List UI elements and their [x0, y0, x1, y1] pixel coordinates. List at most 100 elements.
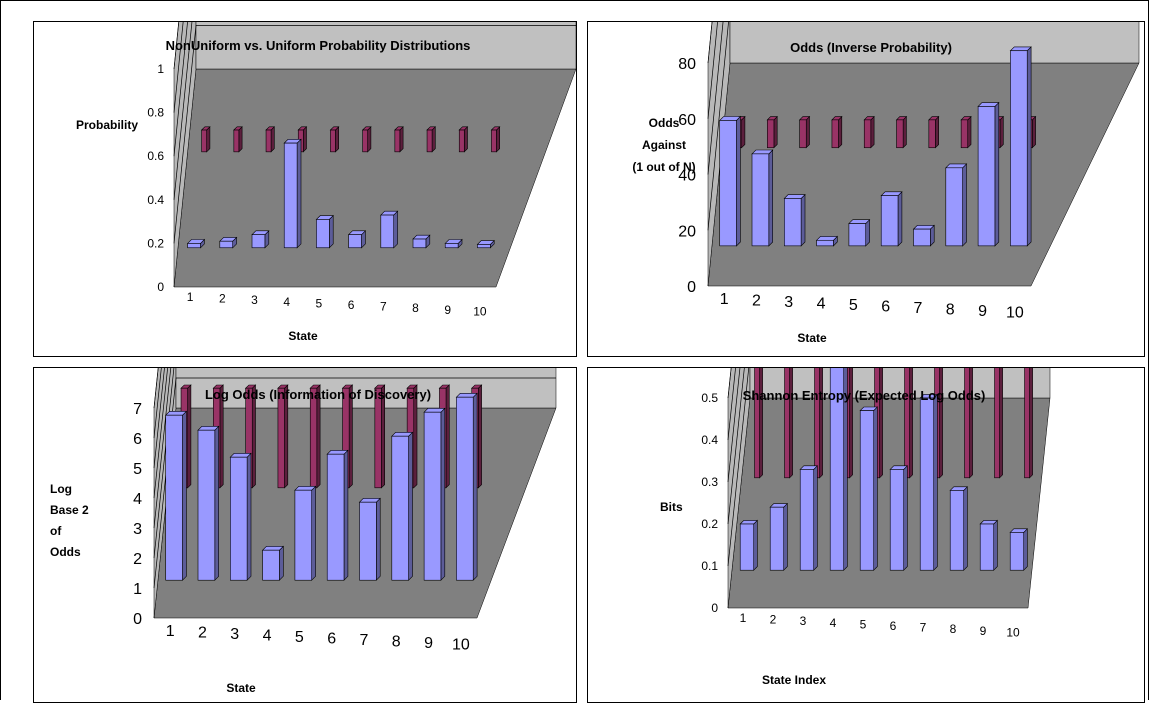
- chart-4-title: Shannon Entropy (Expected Log Odds): [743, 388, 986, 403]
- chart-2-bar-series1-10: [1009, 46, 1032, 247]
- chart-2-y-axis-label: Against: [642, 138, 686, 152]
- chart-1-bar-series1-7: [380, 210, 399, 249]
- chart-4-y-tick-label: 0.4: [701, 433, 718, 447]
- chart-1-x-tick-label: 5: [316, 296, 323, 310]
- chart-1-bar-series1-4: [283, 138, 302, 249]
- chart-1-bar-series1-4-front: [283, 142, 298, 249]
- chart-4-bar-series1-6: [889, 465, 909, 571]
- chart-3-bar-series1-3-front: [230, 456, 248, 581]
- chart-1-gridline: [173, 22, 193, 200]
- chart-1-y-tick-label: 0.6: [147, 149, 164, 163]
- chart-1-bar-series1-1: [186, 238, 206, 249]
- chart-1-gridline: [173, 22, 184, 113]
- chart-4-bar-series1-10-side: [1023, 528, 1028, 571]
- chart-1-y-tick-label: 0.2: [147, 236, 164, 250]
- chart-3-y-axis-label: Odds: [50, 545, 81, 559]
- chart-3-bar-series1-9-side: [440, 407, 446, 581]
- chart-log-odds-plot: 0 1 2 3 4 5 6 7 1 2 3 4 5 6 7 8 9 10 Log Odds (Information…: [50, 368, 557, 695]
- chart-4-bar-series2-10-side: [1029, 368, 1033, 479]
- chart-2-bar-series1-6-side: [897, 191, 903, 247]
- chart-2-bar-series1-7: [912, 224, 935, 247]
- chart-4-x-tick-label: 5: [860, 617, 867, 631]
- chart-4-x-tick-label: 3: [800, 614, 807, 628]
- chart-4-bar-series1-5-side: [873, 406, 878, 571]
- chart-2-bar-series1-5-side: [865, 218, 870, 247]
- chart-4-x-tick-label: 2: [770, 613, 777, 627]
- chart-4-gridline: [727, 368, 750, 567]
- chart-1-y-tick-label: 0: [157, 280, 164, 294]
- chart-1-x-axis-label: State: [288, 329, 318, 343]
- chart-3-bar-series1-5-front: [294, 489, 313, 581]
- chart-3-x-tick-label: 5: [295, 629, 304, 646]
- chart-4-bar-series2-2-front: [784, 368, 790, 479]
- chart-1-x-tick-label: 8: [412, 301, 419, 315]
- chart-2-bar-series1-9: [977, 101, 1000, 247]
- chart-1-bar-series2-3-side: [270, 126, 275, 153]
- chart-2-bar-series1-6-front: [880, 195, 899, 247]
- chart-1-bar-series2-2: [233, 126, 243, 153]
- chart-4-gridline: [727, 368, 745, 525]
- chart-4-bar-series1-8: [949, 486, 969, 571]
- chart-4-bar-series1-7-front: [919, 397, 935, 571]
- chart-3-x-tick-label: 9: [424, 635, 433, 652]
- chart-3-bar-series1-5-side: [311, 485, 316, 581]
- chart-2-bar-series1-5-top: [848, 219, 871, 224]
- chart-4-bar-series1-5: [859, 406, 879, 571]
- chart-odds: 0 20 40 60 80 1 2 3 4 5 6 7 8 9 10 Odds (Inverse Probab…: [587, 21, 1145, 357]
- chart-3-bar-series2-7: [374, 384, 386, 489]
- chart-3-bar-series1-5-top: [294, 486, 317, 491]
- chart-1-bar-series1-8-front: [412, 238, 427, 249]
- chart-1-bar-series1-10: [476, 239, 495, 249]
- chart-4-x-tick-label: 7: [920, 621, 927, 635]
- chart-3-y-tick-label: 0: [133, 611, 142, 628]
- chart-4-x-tick-label: 4: [830, 616, 837, 630]
- chart-4-bar-series1-5-front: [859, 410, 875, 571]
- chart-4-y-tick-label: 0.3: [701, 475, 718, 489]
- chart-1-bar-series1-5-front: [316, 219, 330, 249]
- chart-4-bar-series2-3-side: [819, 368, 823, 479]
- chart-2-x-tick-label: 7: [913, 300, 922, 317]
- chart-4-gridline: [727, 368, 736, 441]
- chart-3-bar-series1-9-top: [423, 407, 446, 413]
- chart-2-x-tick-label: 8: [946, 302, 955, 319]
- chart-2-x-tick-label: 10: [1006, 305, 1024, 322]
- chart-3-bar-series1-4-top: [261, 546, 285, 551]
- chart-1-y-axis-label: Probability: [76, 118, 138, 132]
- chart-1-bar-series2-2-side: [238, 126, 243, 153]
- chart-2-x-tick-label: 1: [720, 291, 729, 308]
- chart-1-bar-series1-8: [412, 234, 431, 249]
- chart-4-bar-series1-2-side: [783, 502, 788, 571]
- chart-1-x-tick-label: 6: [348, 298, 355, 312]
- chart-1-y-tick-label: 1: [157, 62, 164, 76]
- chart-4-bar-series2-9-front: [994, 368, 1000, 479]
- chart-2-bar-series1-4: [815, 235, 839, 247]
- chart-2-y-tick-label: 0: [687, 279, 696, 296]
- chart-3-bar-series1-1-side: [182, 410, 187, 581]
- chart-3-x-tick-label: 10: [452, 637, 470, 654]
- chart-3-bar-series1-9: [423, 407, 446, 581]
- chart-2-back-wall: [729, 22, 1140, 64]
- chart-4-bar-series1-4-front: [829, 368, 845, 571]
- chart-3-x-tick-label: 2: [198, 625, 207, 642]
- chart-3-x-tick-label: 6: [327, 631, 336, 648]
- chart-3-x-tick-label: 8: [392, 634, 401, 651]
- chart-1-y-tick-label: 0.4: [147, 193, 164, 207]
- chart-2-bar-series2-8: [960, 115, 972, 149]
- chart-2-x-tick-label: 6: [881, 299, 890, 316]
- chart-3-title: Log Odds (Information of Discovery): [205, 387, 431, 402]
- chart-2-bar-series1-10-side: [1026, 46, 1032, 247]
- chart-1-bar-series1-9: [444, 238, 463, 249]
- chart-3-bar-series2-9-side: [445, 384, 450, 489]
- chart-4-bar-series1-9-front: [979, 523, 995, 571]
- chart-3-y-axis-label: Log: [50, 482, 72, 496]
- chart-4-bar-series1-7: [919, 393, 939, 571]
- chart-4-bar-series2-6-front: [904, 368, 910, 479]
- chart-1-bar-series2-4-side: [302, 126, 307, 153]
- chart-2-bar-series1-5-front: [848, 223, 867, 247]
- chart-2-bar-series1-2-front: [751, 153, 770, 247]
- chart-1-bar-series2-6-front: [362, 129, 368, 153]
- chart-3-bar-series1-8-top: [391, 432, 414, 437]
- chart-2-bar-series1-1-front: [719, 120, 737, 247]
- chart-2-bar-series2-4-side: [838, 115, 843, 149]
- chart-1-bar-series2-5: [329, 126, 340, 153]
